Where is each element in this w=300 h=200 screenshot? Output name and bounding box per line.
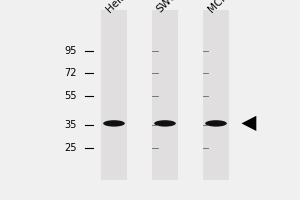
FancyBboxPatch shape [203,10,229,180]
FancyBboxPatch shape [152,10,178,180]
Text: 95: 95 [64,46,76,56]
Ellipse shape [154,120,176,127]
Text: SW620: SW620 [155,0,188,14]
Ellipse shape [205,120,227,127]
Text: 35: 35 [64,120,76,130]
Ellipse shape [103,120,125,127]
Text: 72: 72 [64,68,76,78]
Text: 25: 25 [64,143,76,153]
Text: 55: 55 [64,91,76,101]
FancyBboxPatch shape [101,10,127,180]
Polygon shape [242,116,256,131]
Text: MCF-7: MCF-7 [206,0,236,14]
Text: Hela: Hela [104,0,128,14]
